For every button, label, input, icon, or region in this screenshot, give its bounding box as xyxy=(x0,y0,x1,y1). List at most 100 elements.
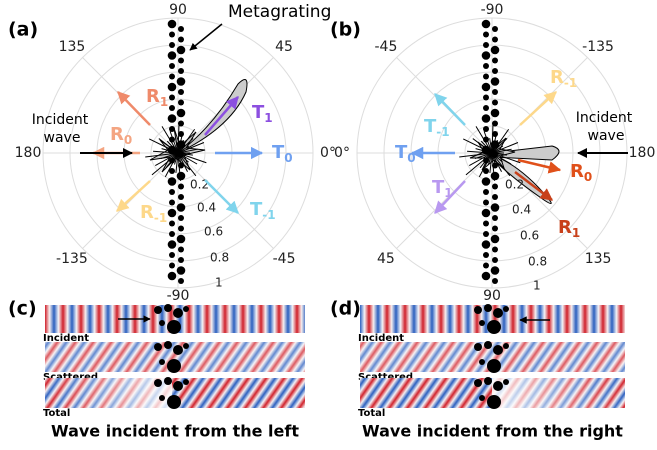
angle-label: -90 xyxy=(167,288,190,304)
cylinder xyxy=(492,36,498,43)
beam-label: T1 xyxy=(252,102,273,125)
cylinder xyxy=(167,114,177,123)
cylinder xyxy=(492,99,498,106)
scatter-spike xyxy=(491,152,495,181)
scatter-spike xyxy=(491,152,502,172)
beam-name: T xyxy=(424,116,437,137)
incident-label: wave xyxy=(44,130,81,146)
scatter-spike xyxy=(145,152,179,158)
beam-name: R xyxy=(146,86,160,107)
cylinder xyxy=(483,94,489,101)
scatter-spike xyxy=(166,140,179,154)
cylinder xyxy=(490,108,500,118)
beam-order: -1 xyxy=(436,125,449,139)
field-fade xyxy=(45,378,172,408)
scatter-spike xyxy=(491,138,508,154)
metagrating-label: Metagrating xyxy=(228,2,331,22)
scatter-spike xyxy=(177,123,180,154)
cylinder xyxy=(169,42,175,48)
scatter-spike xyxy=(491,148,512,154)
beam-arrow xyxy=(434,180,466,214)
scatter-spike xyxy=(177,152,181,181)
scatter-spike xyxy=(177,142,205,154)
beam-order: 1 xyxy=(160,95,168,109)
cylinder xyxy=(493,345,503,355)
cylinder xyxy=(474,343,482,351)
cylinder xyxy=(487,320,501,334)
beam-arrow xyxy=(117,91,151,126)
row-label: Total xyxy=(43,408,70,419)
lobe xyxy=(491,154,552,204)
cylinder xyxy=(484,304,492,312)
cylinder xyxy=(178,278,184,284)
cylinder xyxy=(178,89,184,95)
beam-name: T xyxy=(432,177,445,198)
scatter-spike xyxy=(467,150,493,154)
cylinder xyxy=(176,77,186,86)
angle-label: -135 xyxy=(582,39,614,55)
cylinder xyxy=(492,278,498,284)
cylinder xyxy=(169,189,175,195)
cylinder xyxy=(167,82,177,92)
beam-name: R xyxy=(550,67,564,88)
scatter-spike xyxy=(491,152,507,156)
row-label: Scattered xyxy=(43,372,98,383)
cylinder xyxy=(492,68,498,74)
beam-order: 0 xyxy=(407,151,415,165)
cylinder xyxy=(169,105,175,111)
cylinder xyxy=(176,203,186,212)
beam-name: R xyxy=(558,217,572,238)
beam-label: T-1 xyxy=(250,199,276,222)
cylinder xyxy=(483,262,489,269)
beam-order: -1 xyxy=(154,211,167,225)
cylinder xyxy=(178,68,184,74)
cylinder xyxy=(178,257,184,263)
scatter-spike xyxy=(158,138,179,154)
radial-label: 0.4 xyxy=(197,201,216,215)
cylinder xyxy=(176,234,186,244)
beam-order: 1 xyxy=(264,111,272,125)
incident-label: Incident xyxy=(576,110,633,126)
caption: Wave incident from the left xyxy=(51,422,299,441)
cylinder xyxy=(164,341,172,349)
angle-label: -90 xyxy=(481,2,504,18)
cylinder xyxy=(164,304,172,312)
beam-name: T xyxy=(272,142,285,163)
angle-label: 0° xyxy=(320,145,336,161)
beam-arrow xyxy=(517,158,562,174)
scatter-spike xyxy=(465,152,493,176)
cylinder xyxy=(479,395,485,401)
cylinder xyxy=(492,194,498,200)
cylinder xyxy=(492,257,498,263)
scatter-spike xyxy=(177,152,207,164)
cylinder xyxy=(178,246,184,253)
scatter-spike xyxy=(489,152,493,173)
beam-arrow xyxy=(514,171,553,201)
cylinder xyxy=(178,99,184,106)
beam-name: T xyxy=(250,199,263,220)
scatter-spike xyxy=(463,138,493,154)
cylinder xyxy=(176,171,186,181)
cylinder xyxy=(167,271,177,281)
cylinder xyxy=(178,57,184,64)
beam-arrow xyxy=(519,91,557,126)
cylinder xyxy=(183,379,189,385)
cylinder xyxy=(503,306,509,312)
cylinder xyxy=(169,231,175,237)
cylinder xyxy=(492,246,498,253)
panel-label: (d) xyxy=(330,298,361,320)
radial-label: 0.4 xyxy=(512,203,531,217)
cylinder xyxy=(159,320,165,326)
scatter-spike xyxy=(149,138,179,154)
beam-name: R xyxy=(140,202,154,223)
cylinder xyxy=(481,114,491,123)
cylinder xyxy=(176,266,186,275)
incident-label: wave xyxy=(588,128,625,144)
cylinder xyxy=(178,183,184,190)
cylinder xyxy=(167,359,181,373)
radial-label: 1 xyxy=(533,279,541,293)
cylinder xyxy=(169,126,175,132)
cylinder xyxy=(178,26,184,32)
cylinder xyxy=(183,306,189,312)
